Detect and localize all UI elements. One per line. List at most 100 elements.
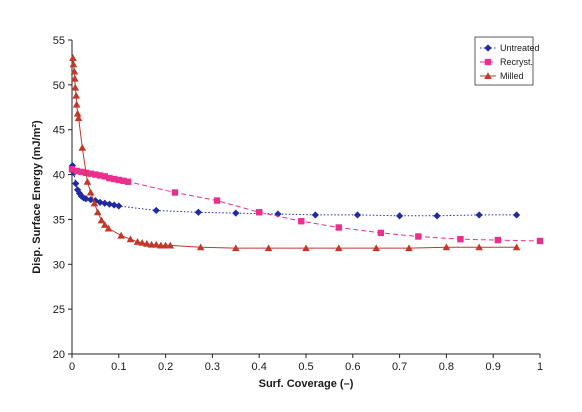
data-point-milled	[143, 239, 151, 247]
data-point-recryst	[78, 168, 85, 176]
data-point-milled	[74, 114, 83, 122]
data-point-milled	[97, 216, 106, 224]
data-point-untreated	[96, 198, 104, 206]
data-point-milled	[72, 100, 81, 108]
data-point-recryst	[115, 176, 122, 184]
data-point-milled	[442, 243, 451, 251]
data-point-milled	[138, 238, 146, 246]
data-point-recryst	[120, 177, 127, 185]
data-point-recryst	[377, 229, 385, 237]
data-point-milled	[512, 243, 521, 251]
data-point-milled	[69, 54, 77, 61]
data-point-milled	[100, 221, 109, 228]
series-line-untreated	[72, 165, 517, 217]
data-point-milled	[69, 60, 78, 68]
data-point-milled	[104, 224, 113, 232]
data-point-recryst	[106, 174, 113, 182]
data-point-recryst	[110, 175, 118, 183]
x-tick-label: 0	[69, 361, 75, 373]
legend-label-untreated: Untreated	[500, 43, 540, 53]
data-point-untreated	[152, 206, 160, 215]
data-point-milled	[196, 243, 205, 251]
legend-marker-milled	[484, 72, 492, 80]
plot-area	[71, 40, 540, 355]
legend-marker-recryst	[484, 58, 492, 66]
y-tick-label: 25	[53, 304, 65, 316]
data-point-milled	[334, 244, 343, 252]
data-point-milled	[83, 177, 92, 185]
data-point-untreated	[110, 201, 118, 209]
x-tick-label: 1	[537, 361, 543, 373]
data-point-recryst	[73, 167, 80, 175]
x-tick-label: 0.2	[158, 361, 173, 373]
data-point-milled	[71, 83, 80, 91]
legend-label-recryst: Recryst.	[500, 57, 533, 67]
data-point-recryst	[124, 178, 132, 185]
data-point-untreated	[82, 195, 90, 203]
data-point-recryst	[87, 170, 94, 177]
series-untreated	[68, 162, 521, 220]
data-point-milled	[93, 208, 102, 216]
data-point-untreated	[232, 209, 240, 217]
series-layer	[68, 54, 544, 252]
x-tick-label: 0.9	[486, 361, 501, 373]
x-tick-label: 0.6	[345, 361, 360, 373]
x-tick-label: 0.4	[252, 361, 267, 373]
x-tick-label: 0.3	[205, 361, 220, 373]
data-point-milled	[372, 244, 380, 252]
data-point-milled	[117, 231, 125, 239]
y-axis-title: Disp. Surface Energy (mJ/m²)	[31, 120, 43, 274]
data-point-milled	[70, 67, 79, 75]
x-tick-label: 0.8	[439, 361, 454, 373]
data-point-recryst	[101, 173, 108, 180]
data-point-milled	[86, 188, 95, 196]
data-point-recryst	[415, 233, 422, 240]
data-point-untreated	[101, 199, 109, 207]
series-milled	[69, 54, 521, 252]
data-point-milled	[475, 243, 483, 251]
data-point-milled	[72, 91, 81, 99]
legend-label-milled: Milled	[500, 71, 524, 81]
data-point-milled	[264, 244, 273, 252]
data-point-untreated	[396, 212, 404, 220]
data-point-milled	[78, 143, 87, 151]
data-point-untreated	[513, 211, 521, 219]
data-point-recryst	[92, 171, 99, 178]
data-point-untreated	[433, 212, 441, 220]
y-tick-label: 30	[53, 259, 65, 271]
x-tick-label: 0.5	[298, 361, 313, 373]
data-point-untreated	[353, 211, 362, 219]
data-point-milled	[73, 109, 82, 117]
y-tick-label: 40	[53, 170, 65, 182]
data-point-milled	[90, 199, 99, 207]
x-tick-label: 0.7	[392, 361, 407, 373]
data-point-recryst	[171, 189, 179, 196]
y-tick-label: 45	[53, 125, 65, 137]
legend-marker-untreated	[484, 44, 492, 52]
data-point-milled	[71, 74, 79, 82]
y-tick-label: 55	[53, 35, 65, 47]
data-point-recryst	[96, 172, 104, 179]
x-axis: 0 0.1 0.2 0.3 0.4 0.5 0.6 0.7 0.8 0.9 1	[69, 354, 543, 373]
data-point-recryst	[457, 235, 464, 243]
data-point-untreated	[194, 208, 202, 216]
data-point-recryst	[213, 197, 221, 204]
data-point-milled	[232, 244, 240, 252]
data-point-recryst	[536, 237, 544, 245]
data-point-milled	[405, 244, 413, 252]
data-point-untreated	[311, 211, 319, 219]
data-point-untreated	[274, 210, 282, 218]
legend-box	[474, 36, 534, 86]
x-tick-label: 0.1	[111, 361, 126, 373]
data-point-untreated	[475, 211, 483, 219]
data-point-untreated	[105, 200, 114, 208]
data-point-recryst	[256, 209, 263, 216]
series-line-recryst	[71, 168, 541, 242]
y-tick-label: 50	[53, 80, 65, 92]
data-point-milled	[126, 235, 135, 243]
legend: Untreated Recryst. Milled	[474, 36, 540, 86]
data-point-untreated	[115, 202, 123, 210]
y-tick-label: 35	[53, 214, 65, 226]
